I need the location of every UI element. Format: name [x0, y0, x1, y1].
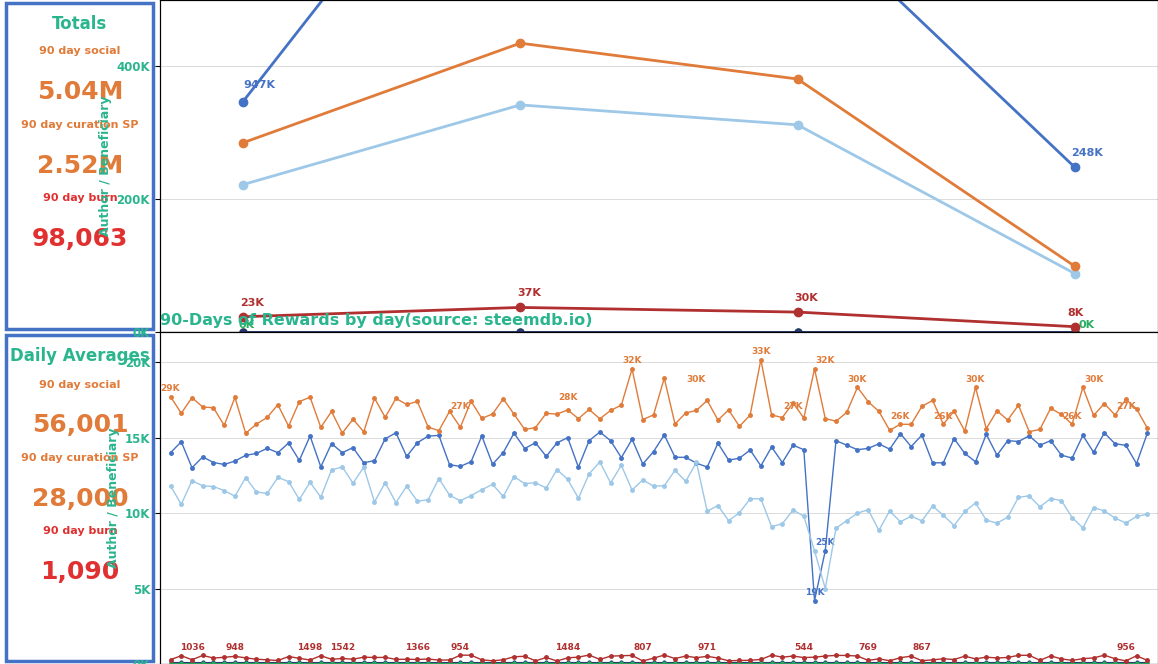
- FancyBboxPatch shape: [7, 3, 153, 329]
- Text: 948: 948: [226, 643, 244, 653]
- Text: 248K: 248K: [1071, 148, 1102, 158]
- Text: Totals: Totals: [52, 15, 108, 33]
- Text: 30K: 30K: [794, 293, 819, 303]
- Text: 90-Days of Rewards by day(source: steemdb.io): 90-Days of Rewards by day(source: steemd…: [160, 313, 592, 328]
- Text: 29K: 29K: [161, 384, 181, 393]
- Text: 30K: 30K: [848, 374, 867, 384]
- Text: 90 day burn: 90 day burn: [43, 526, 117, 536]
- Text: 25K: 25K: [815, 539, 835, 547]
- Y-axis label: Author / Beneficiary: Author / Beneficiary: [100, 96, 112, 236]
- Text: 807: 807: [633, 643, 652, 653]
- Text: 867: 867: [913, 643, 931, 653]
- Text: 2.52M: 2.52M: [37, 154, 123, 178]
- Text: 769: 769: [859, 643, 878, 653]
- Y-axis label: Author / Beneficiary: Author / Beneficiary: [108, 428, 120, 568]
- Text: 1,090: 1,090: [41, 560, 119, 584]
- Text: 1366: 1366: [405, 643, 430, 653]
- X-axis label: Year: Year: [647, 356, 670, 366]
- Text: 90 day burn: 90 day burn: [43, 193, 117, 203]
- Text: 30K: 30K: [1084, 374, 1104, 384]
- Text: 90 day curation SP: 90 day curation SP: [21, 120, 139, 129]
- Text: 90 day social: 90 day social: [39, 380, 120, 390]
- Text: Daily Averages: Daily Averages: [10, 347, 149, 365]
- Text: 954: 954: [450, 643, 470, 653]
- Text: 56,001: 56,001: [31, 413, 129, 437]
- Text: 947K: 947K: [243, 80, 274, 90]
- Text: 28K: 28K: [558, 393, 578, 402]
- Text: 90 day social: 90 day social: [39, 46, 120, 56]
- Text: 98,063: 98,063: [31, 227, 129, 251]
- FancyBboxPatch shape: [7, 335, 153, 661]
- Text: 5.04M: 5.04M: [37, 80, 123, 104]
- Text: 33K: 33K: [752, 347, 770, 356]
- Text: 27K: 27K: [783, 402, 802, 412]
- Text: 1036: 1036: [179, 643, 205, 653]
- Text: 544: 544: [794, 643, 813, 653]
- Text: 1498: 1498: [298, 643, 323, 653]
- Text: 19K: 19K: [805, 588, 824, 597]
- Text: 23K: 23K: [240, 297, 264, 307]
- Text: 37K: 37K: [518, 288, 541, 298]
- Text: 28,000: 28,000: [31, 487, 129, 511]
- Text: 30K: 30K: [966, 374, 985, 384]
- Text: 90 day curation SP: 90 day curation SP: [21, 453, 139, 463]
- Text: 0K: 0K: [1079, 319, 1095, 330]
- Text: 32K: 32K: [622, 357, 642, 365]
- Text: 27K: 27K: [450, 402, 470, 412]
- Text: 1542: 1542: [330, 643, 354, 653]
- Text: 26K: 26K: [933, 412, 953, 421]
- Text: 32K: 32K: [815, 357, 835, 365]
- Text: 27K: 27K: [1116, 402, 1136, 412]
- Text: 1484: 1484: [555, 643, 580, 653]
- Text: 26K: 26K: [1062, 412, 1082, 421]
- Text: 30K: 30K: [687, 374, 706, 384]
- Text: 8K: 8K: [1068, 307, 1084, 317]
- Text: 26K: 26K: [891, 412, 910, 421]
- Text: 956: 956: [1116, 643, 1135, 653]
- Text: 971: 971: [698, 643, 717, 653]
- Text: 0K: 0K: [239, 319, 255, 330]
